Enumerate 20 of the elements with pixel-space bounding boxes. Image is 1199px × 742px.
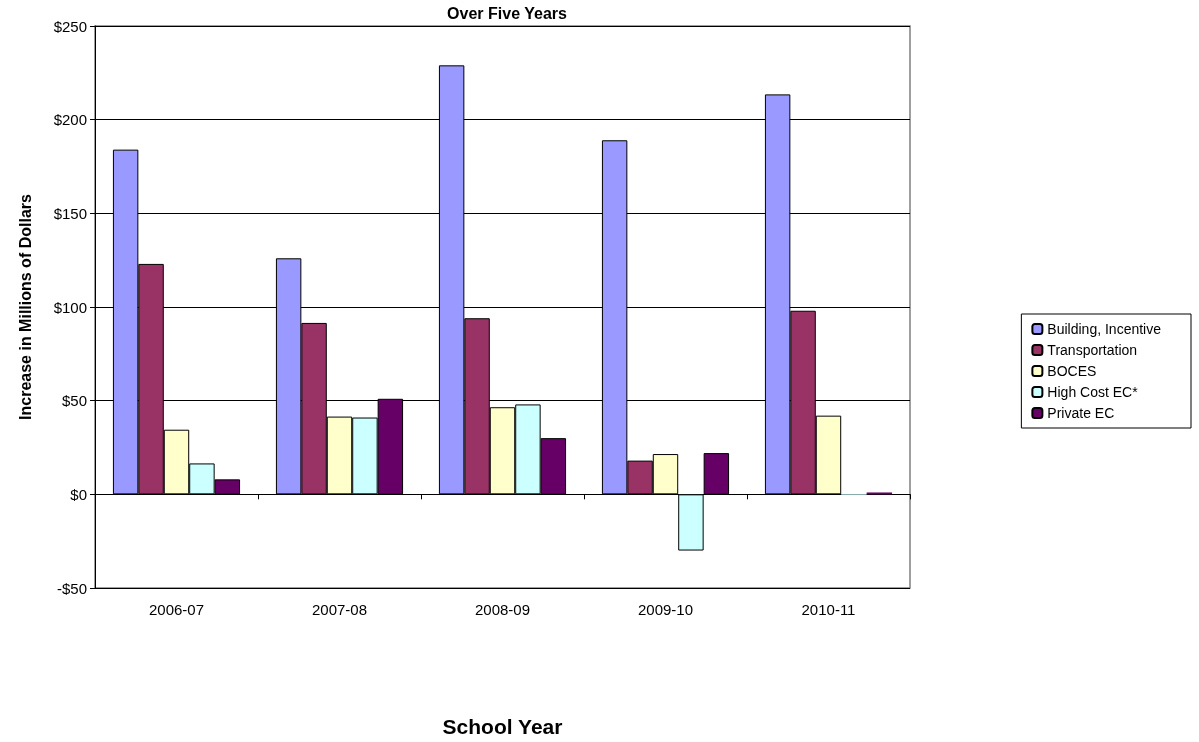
- y-tick-label: $50: [61, 392, 87, 410]
- x-tick-label: 2007-08: [311, 601, 368, 618]
- legend-label: Transportation: [1047, 342, 1138, 358]
- chart-title: Over Five Years: [447, 4, 567, 22]
- x-axis-title: School Year: [442, 715, 563, 738]
- y-tick-label: $250: [53, 17, 87, 35]
- x-tick-label: 2008-09: [474, 601, 531, 618]
- x-tick-label: 2009-10: [637, 601, 694, 618]
- y-tick-label: $0: [70, 485, 87, 503]
- legend-label: BOCES: [1047, 363, 1097, 379]
- legend-label: Building, Incentive: [1047, 321, 1162, 337]
- y-axis-title: Increase in Millions of Dollars: [16, 193, 34, 420]
- y-tick-label: $100: [53, 298, 87, 316]
- y-tick-label: $200: [53, 111, 87, 129]
- y-tick-label: $150: [53, 204, 87, 222]
- x-tick-label: 2006-07: [148, 601, 205, 618]
- legend-label: Private EC: [1047, 405, 1115, 421]
- legend-label: High Cost EC*: [1047, 384, 1139, 400]
- x-tick-label: 2010-11: [801, 601, 856, 618]
- y-tick-label: -$50: [56, 579, 87, 597]
